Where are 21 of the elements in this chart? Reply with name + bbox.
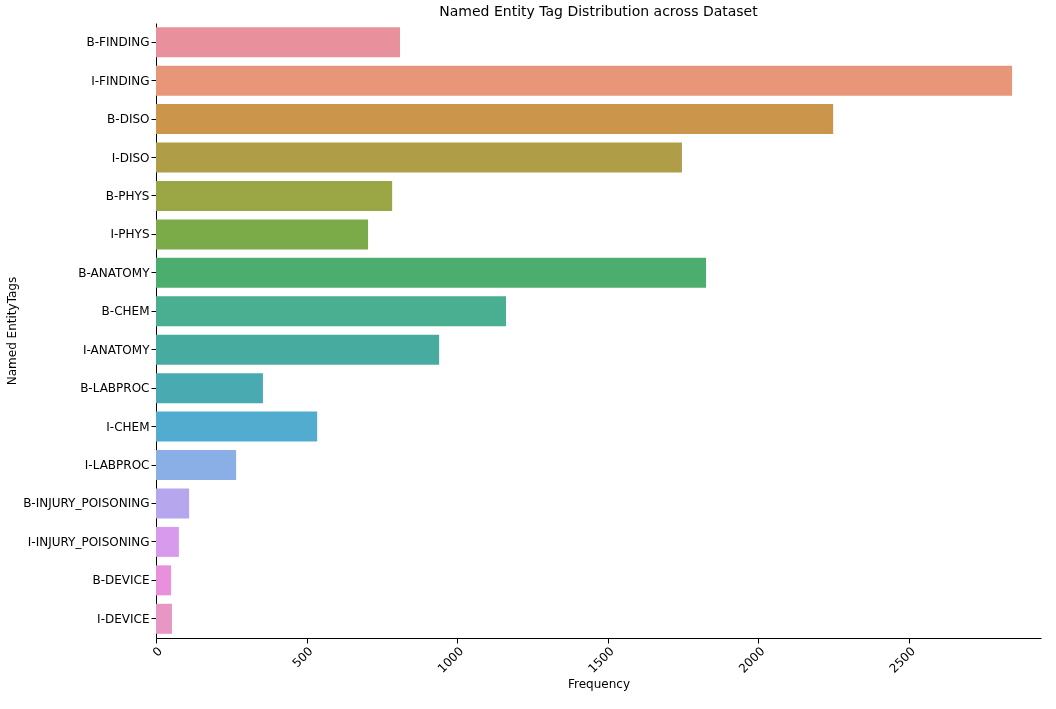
y-tick-label: I-CHEM <box>106 419 150 434</box>
y-tick-label: I-INJURY_POISONING <box>27 534 150 549</box>
y-tick-label: I-ANATOMY <box>82 342 151 357</box>
y-tick-label: B-DEVICE <box>92 573 150 588</box>
chart-title: Named Entity Tag Distribution across Dataset <box>439 3 759 19</box>
y-tick-label: I-FINDING <box>91 73 150 88</box>
y-tick-label: I-DISO <box>111 150 150 165</box>
y-tick-label: B-LABPROC <box>80 381 150 396</box>
y-tick-label: I-DEVICE <box>97 611 150 626</box>
x-tick-label: 500 <box>289 644 316 671</box>
y-tick-label: B-CHEM <box>101 304 150 319</box>
y-tick-label: B-INJURY_POISONING <box>23 496 150 511</box>
y-tick-label: B-FINDING <box>86 35 150 50</box>
y-axis-title: Named EntityTags <box>5 276 20 386</box>
x-axis-title: Frequency <box>568 676 630 691</box>
x-tick-label: 0 <box>149 644 165 660</box>
y-tick-label: I-LABPROC <box>84 458 150 473</box>
y-tick-label: B-PHYS <box>105 188 150 203</box>
y-tick-label: B-DISO <box>107 112 150 127</box>
y-tick-label: I-PHYS <box>110 227 150 242</box>
y-tick-label: B-ANATOMY <box>78 265 151 280</box>
